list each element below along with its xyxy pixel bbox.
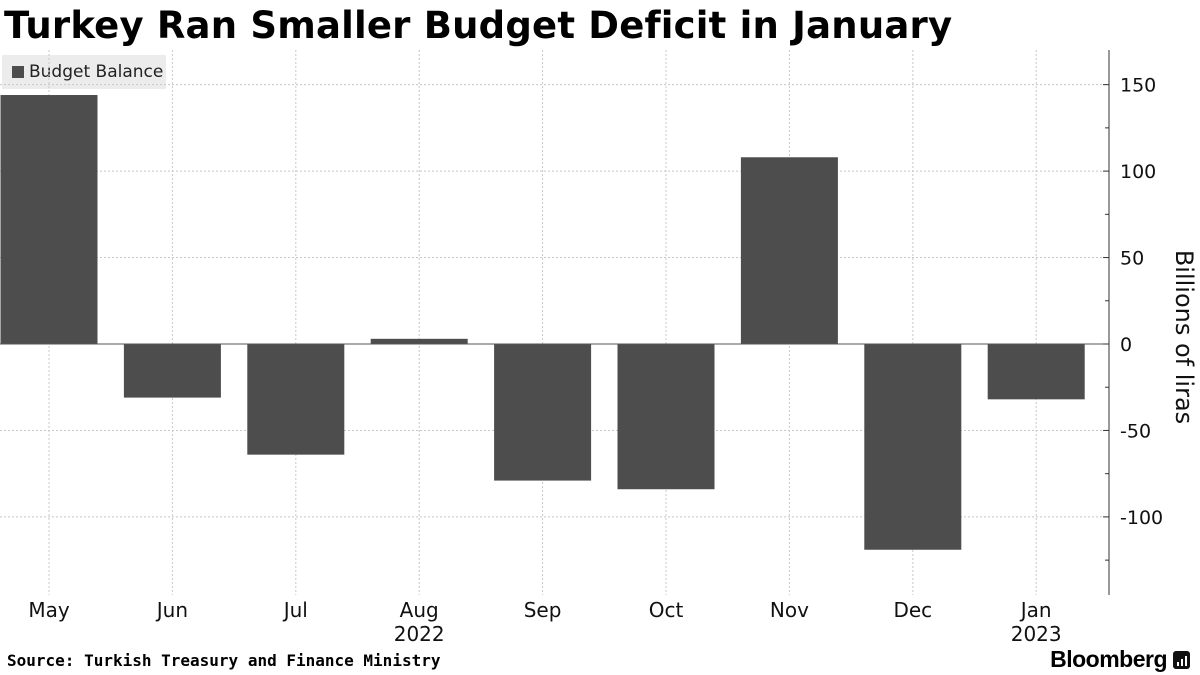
y-tick-label: 150 <box>1120 75 1156 97</box>
x-tick-label: Jan <box>1019 598 1052 622</box>
y-tick-label: 50 <box>1120 248 1144 270</box>
bar-may <box>0 95 98 344</box>
bar-dec <box>864 344 962 550</box>
x-tick-label: Jun <box>155 598 188 622</box>
bloomberg-logo: Bloomberg <box>1050 646 1190 673</box>
bar-jan <box>987 344 1085 400</box>
axis-layer: 150 100 50 0 -50 -100 Billions of liras May Jun J… <box>0 50 1198 646</box>
bar-layer <box>0 95 1085 550</box>
brand-name: Bloomberg <box>1050 646 1167 672</box>
x-tick-label: Oct <box>649 598 684 622</box>
chart-title: Turkey Ran Smaller Budget Deficit in Jan… <box>4 4 953 47</box>
y-axis-title: Billions of liras <box>1170 250 1198 424</box>
x-tick-label: Aug <box>400 598 439 622</box>
bar-nov <box>740 157 838 344</box>
x-tick-label: Sep <box>524 598 562 622</box>
y-tick-label: -50 <box>1120 420 1151 442</box>
y-tick-label: 100 <box>1120 161 1156 183</box>
bar-jul <box>247 344 345 455</box>
legend-swatch <box>12 66 24 78</box>
grid-layer <box>0 50 1109 595</box>
source-note: Source: Turkish Treasury and Finance Min… <box>7 651 441 670</box>
x-tick-label: Dec <box>893 598 932 622</box>
bloomberg-chart-icon <box>1173 650 1190 669</box>
legend: Budget Balance <box>2 55 166 89</box>
bar-aug <box>370 338 468 344</box>
bar-sep <box>494 344 592 481</box>
x-year-label: 2023 <box>1011 622 1062 646</box>
x-year-label: 2022 <box>394 622 445 646</box>
y-tick-label: -100 <box>1120 507 1163 529</box>
y-tick-label: 0 <box>1120 334 1132 356</box>
x-tick-label: Nov <box>770 598 809 622</box>
x-tick-label: Jul <box>282 598 308 622</box>
bar-oct <box>617 344 715 490</box>
x-tick-label: May <box>28 598 70 622</box>
bar-jun <box>123 344 221 398</box>
legend-label: Budget Balance <box>29 62 164 82</box>
